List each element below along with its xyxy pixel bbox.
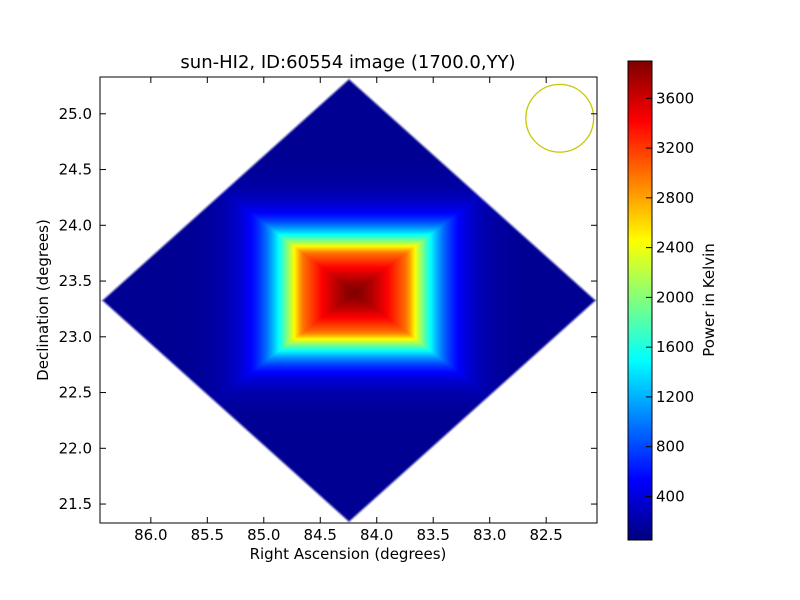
y-tick-label: 24.5 <box>59 161 92 179</box>
y-tick-label: 23.0 <box>59 328 92 346</box>
x-axis-ticks: 86.0 85.5 85.0 84.5 84.0 83.5 83.0 82.5 <box>134 77 563 544</box>
y-axis-ticks: 21.5 22.0 22.5 23.0 23.5 24.0 24.5 25.0 <box>59 105 597 513</box>
beam-marker-circle <box>525 83 595 153</box>
colorbar-tick-label: 3200 <box>656 139 694 157</box>
y-tick-label: 21.5 <box>59 495 92 513</box>
y-tick-label: 24.0 <box>59 216 92 234</box>
plot-area <box>100 77 597 523</box>
colorbar-ticks: 400 800 1200 1600 2000 2400 2800 3200 3600 <box>646 89 694 505</box>
heatmap-image <box>100 77 597 523</box>
x-tick-label: 85.5 <box>191 526 224 544</box>
x-tick-label: 84.5 <box>304 526 337 544</box>
colorbar-tick-label: 2800 <box>656 189 694 207</box>
colorbar-tick-label: 800 <box>656 438 685 456</box>
x-tick-label: 85.0 <box>247 526 280 544</box>
colorbar-tick-label: 400 <box>656 487 685 505</box>
y-tick-label: 23.5 <box>59 272 92 290</box>
y-tick-label: 22.5 <box>59 384 92 402</box>
x-tick-label: 83.0 <box>473 526 506 544</box>
x-tick-label: 83.5 <box>417 526 450 544</box>
y-tick-label: 25.0 <box>59 105 92 123</box>
x-tick-label: 82.5 <box>529 526 562 544</box>
x-axis-label: Right Ascension (degrees) <box>250 545 447 563</box>
colorbar-tick-label: 2000 <box>656 288 694 306</box>
colorbar-tick-label: 1200 <box>656 388 694 406</box>
chart-title: sun-HI2, ID:60554 image (1700.0,YY) <box>180 52 515 73</box>
colorbar-tick-label: 1600 <box>656 338 694 356</box>
x-tick-label: 84.0 <box>360 526 393 544</box>
colorbar-frame <box>627 60 653 541</box>
colorbar-gradient <box>628 61 652 540</box>
y-axis-label: Declination (degrees) <box>34 219 52 381</box>
colorbar-tick-label: 2400 <box>656 239 694 257</box>
x-tick-label: 86.0 <box>134 526 167 544</box>
colorbar: 400 800 1200 1600 2000 2400 2800 3200 3600 Power… <box>627 60 718 541</box>
plot-frame <box>99 76 598 524</box>
y-tick-label: 22.0 <box>59 439 92 457</box>
colorbar-tick-label: 3600 <box>656 89 694 107</box>
colorbar-label: Power in Kelvin <box>700 243 718 357</box>
